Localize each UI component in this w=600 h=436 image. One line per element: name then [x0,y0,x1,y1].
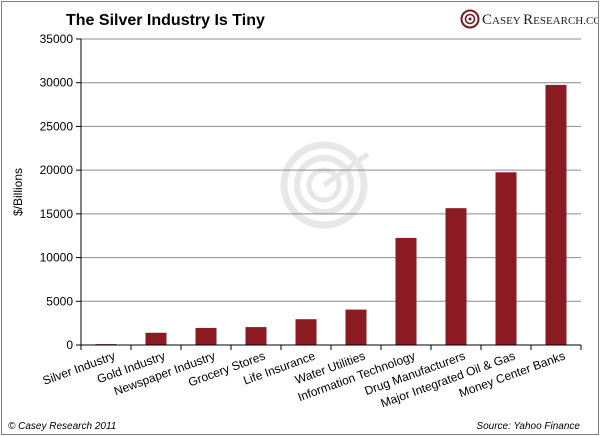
source-text: Source: Yahoo Finance [476,421,580,432]
y-tick-label: 5000 [46,294,73,308]
axes [76,38,582,350]
brand-logo-text-asey: ASEY [492,15,523,27]
bar [445,208,467,345]
bar [545,84,567,346]
bar [145,332,167,345]
bars [95,84,567,346]
watermark-target-icon [280,141,370,229]
y-tick-labels: 0 5000 10000 15000 20000 25000 30000 35000 [40,32,74,352]
y-tick-label: 15000 [40,207,74,221]
y-tick-label: 30000 [40,76,74,90]
bar [295,319,317,345]
y-axis-title: $/Billions [11,168,25,216]
y-tick-label: 35000 [40,32,74,46]
y-tick-label: 25000 [40,119,74,133]
bar [345,309,367,345]
svg-text:CASEY RESEARCH.COM: CASEY RESEARCH.COM [482,12,598,28]
bar [245,327,267,345]
y-tick-label: 0 [66,338,73,352]
bar [395,237,417,345]
brand-logo-text-esearch: ESEARCH.COM [533,15,598,27]
brand-logo: CASEY RESEARCH.COM [460,9,598,29]
chart-title: The Silver Industry Is Tiny [66,12,265,29]
y-tick-label: 20000 [40,163,74,177]
y-tick-label: 10000 [40,251,74,265]
brand-logo-text-c: C [482,12,492,28]
brand-logo-text-r: R [523,12,533,28]
copyright-text: © Casey Research 2011 [8,421,116,432]
bar [495,172,517,345]
brand-logo-icon [460,9,480,29]
bar [195,327,217,345]
